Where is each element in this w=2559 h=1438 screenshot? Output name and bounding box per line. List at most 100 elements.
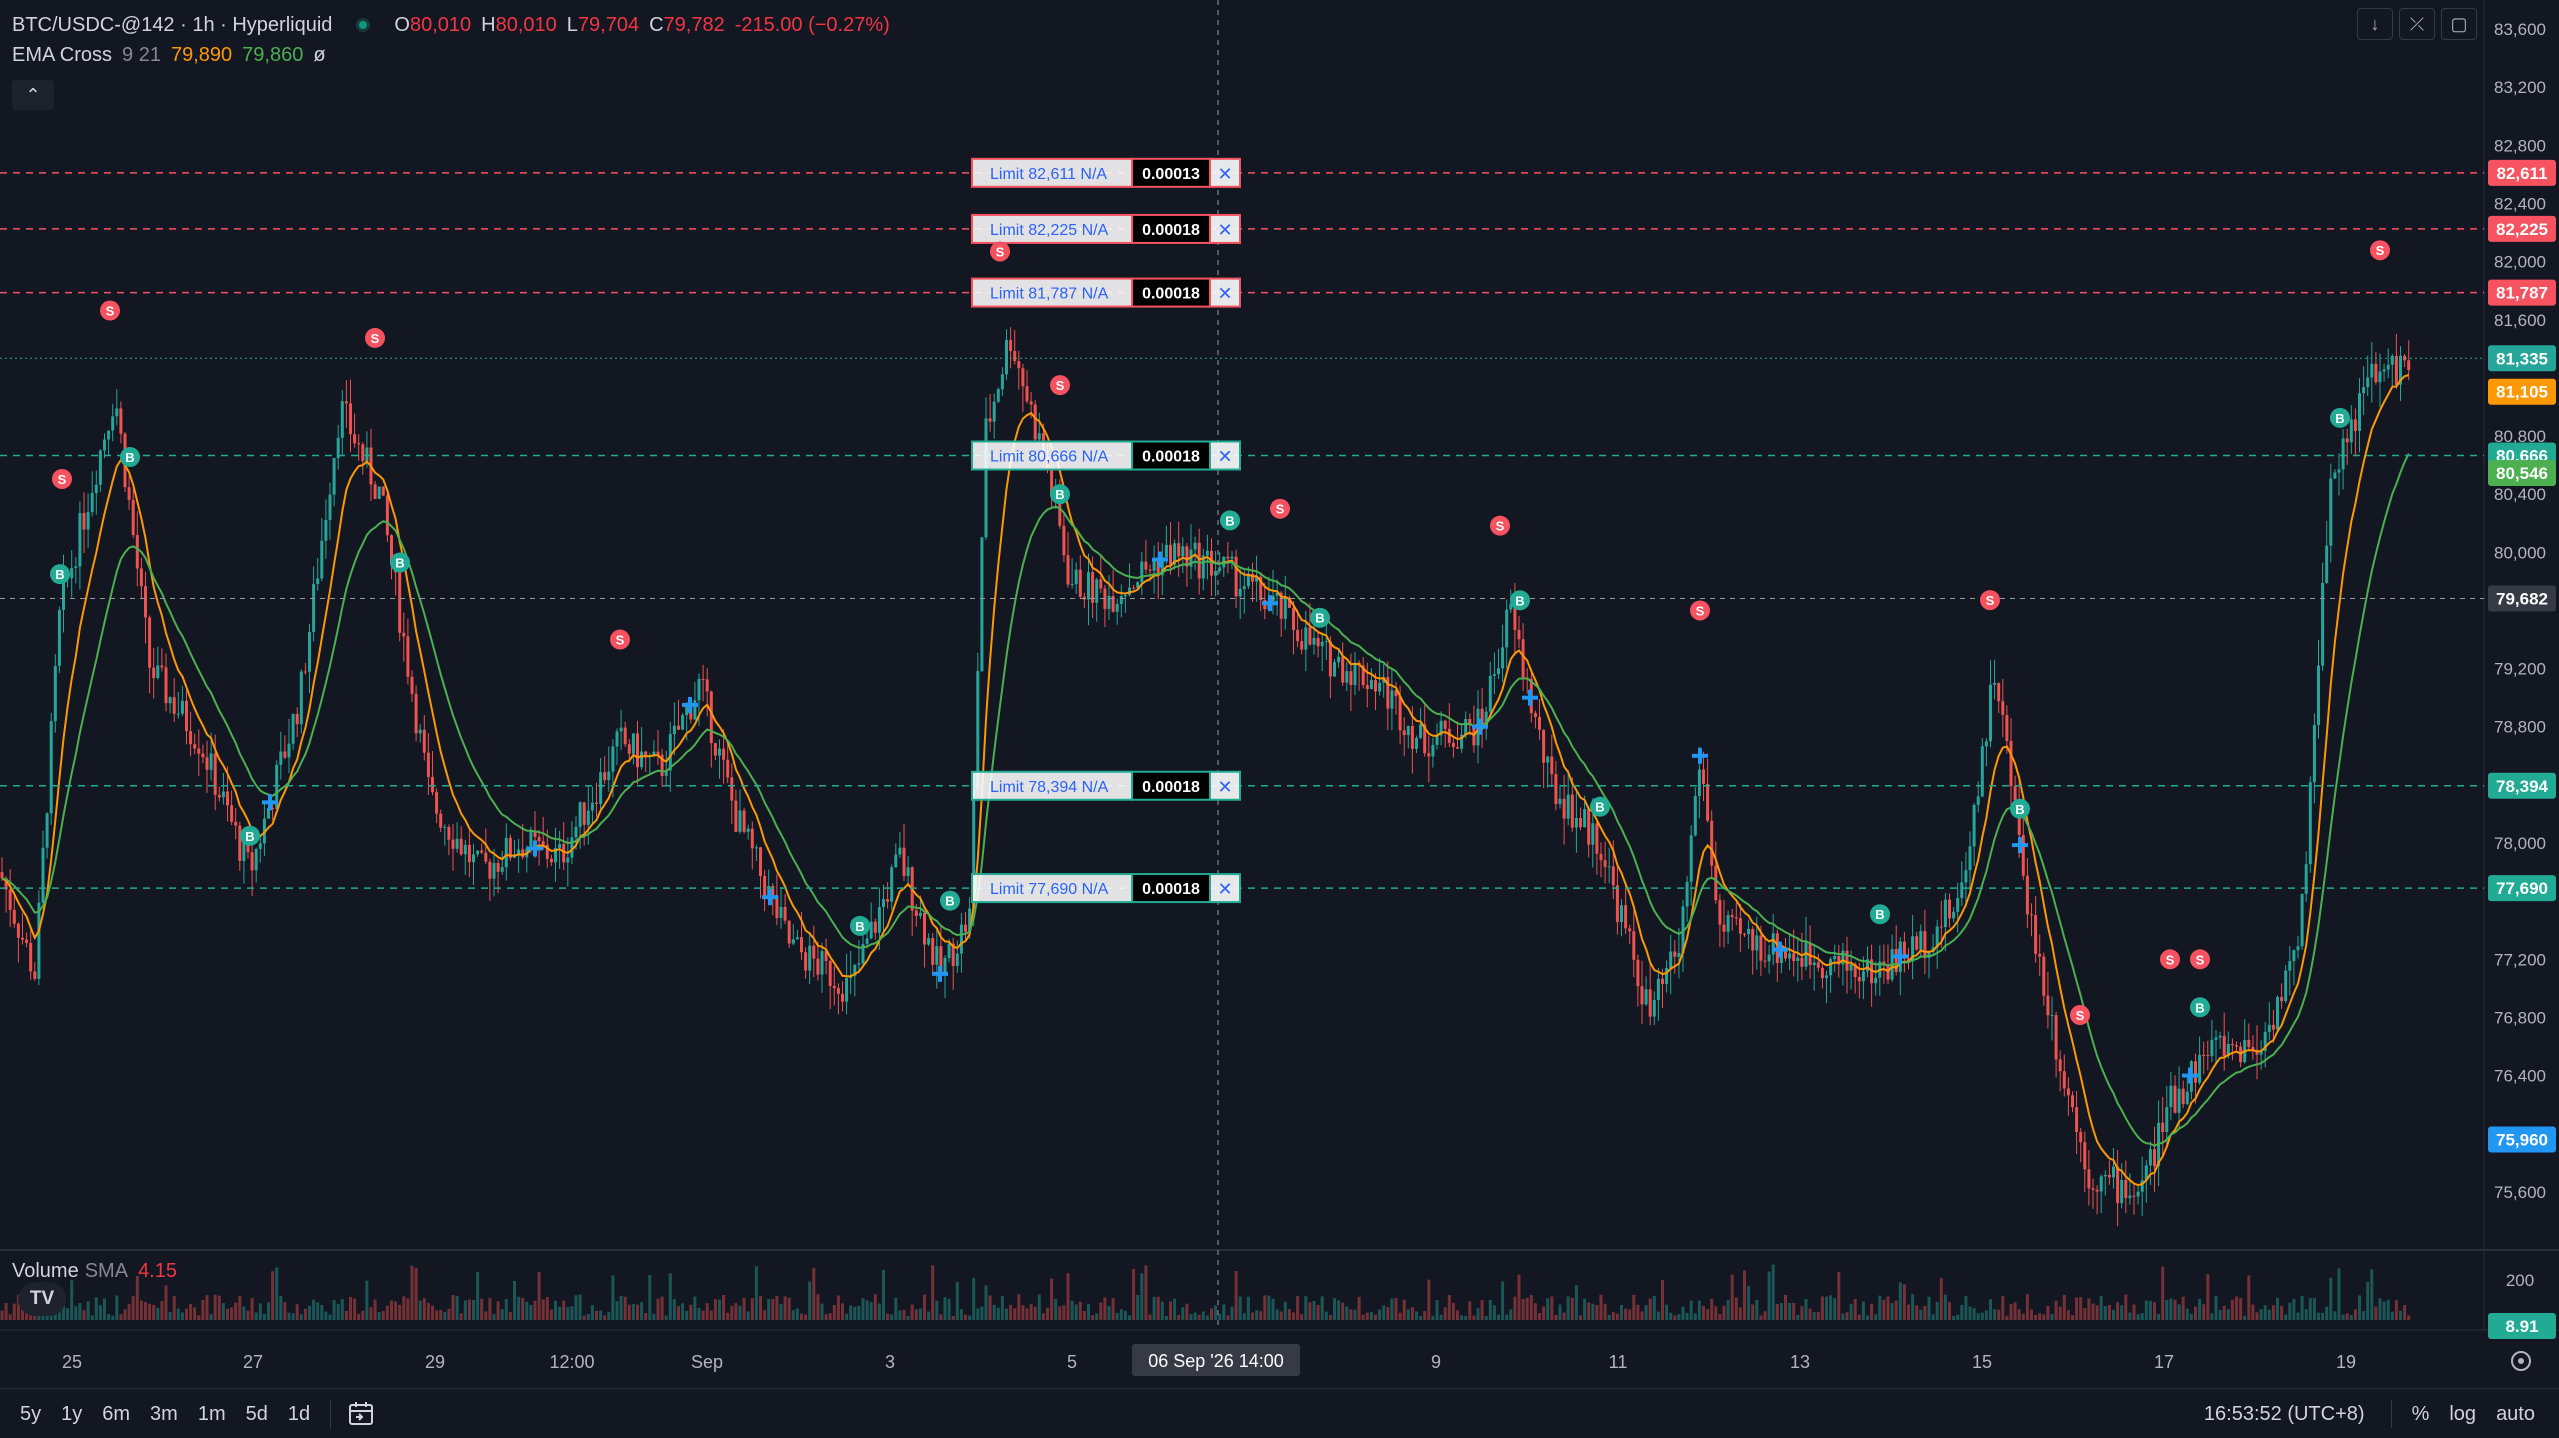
volume-legend[interactable]: Volume SMA 4.15 [12,1260,177,1283]
range-1d-button[interactable]: 1d [287,1402,311,1425]
arrow-down-icon[interactable]: ↓ [2357,8,2393,40]
candle-body [1037,433,1041,440]
sell-marker-4[interactable]: S [610,629,630,650]
auto-scale-toggle[interactable]: auto [2496,1402,2535,1425]
buy-marker-12[interactable]: B [1870,904,1890,925]
order-label-box[interactable] [971,440,1133,471]
sell-marker-13[interactable]: S [2190,949,2210,970]
cancel-order-button[interactable] [1209,440,1241,471]
buy-marker-8[interactable]: B [1220,510,1240,531]
collapse-icon[interactable]: ⤫ [2399,8,2435,40]
timezone-clock[interactable]: 16:53:52 (UTC+8) [2203,1402,2365,1425]
order-label-4[interactable]: Limit 80,666 N/A 0.00018 ✕ [971,440,1241,471]
volume-bar [2218,1309,2222,1320]
candle-body [1591,823,1595,845]
sell-marker-10[interactable]: S [1980,590,2000,611]
candle-body [1181,546,1185,557]
buy-marker-9[interactable]: B [1310,607,1330,628]
percent-scale-toggle[interactable]: % [2411,1402,2430,1425]
go-to-date-icon[interactable] [347,1401,377,1427]
sell-marker-2[interactable]: S [52,468,72,489]
sell-marker-6[interactable]: S [1050,375,1070,396]
order-qty-box[interactable] [1131,873,1211,904]
volume-bar [262,1313,266,1320]
sell-marker-9[interactable]: S [1690,600,1710,621]
tradingview-logo-icon[interactable]: TV [18,1282,66,1316]
indicator-legend-row[interactable]: EMA Cross 9 21 79,890 79,860 ø [12,40,890,70]
volume-bar [209,1314,213,1320]
buy-marker-2[interactable]: B [120,447,140,468]
candle-body [1378,682,1382,692]
order-label-2[interactable]: Limit 82,225 N/A 0.00018 ✕ [971,213,1241,244]
cancel-order-button[interactable] [1209,873,1241,904]
candle-body [599,772,603,804]
candle-body [517,849,521,856]
candle-body [1833,956,1837,960]
buy-marker-4[interactable]: B [390,552,410,573]
maximize-icon[interactable]: ▢ [2441,8,2477,40]
range-3m-button[interactable]: 3m [150,1402,178,1425]
buy-marker-14[interactable]: B [2190,997,2210,1018]
buy-marker-11[interactable]: B [1590,796,1610,817]
order-label-6[interactable]: Limit 77,690 N/A 0.00018 ✕ [971,873,1241,904]
range-5d-button[interactable]: 5d [245,1402,268,1425]
order-label-box[interactable] [971,157,1133,188]
buy-marker-1[interactable]: B [50,564,70,585]
buy-marker-5[interactable]: B [850,915,870,936]
sell-marker-8[interactable]: S [1490,515,1510,536]
order-qty-box[interactable] [1131,213,1211,244]
volume-bar [312,1299,316,1320]
volume-bar [8,1314,12,1320]
sell-marker-7[interactable]: S [1270,498,1290,519]
buy-marker-7[interactable]: B [1050,484,1070,505]
volume-bar [1378,1309,1382,1320]
order-label-box[interactable] [971,277,1133,308]
sell-marker-14[interactable]: S [2370,240,2390,261]
volume-bar [2210,1313,2214,1320]
cancel-order-button[interactable] [1209,157,1241,188]
volume-bar [2075,1297,2079,1320]
range-5y-button[interactable]: 5y [20,1402,42,1425]
candle-body [1193,542,1197,550]
candle-body [451,839,455,849]
volume-bar [148,1303,152,1320]
order-label-box[interactable] [971,873,1133,904]
sell-marker-1[interactable]: S [100,300,120,321]
cancel-order-button[interactable] [1209,277,1241,308]
gear-icon[interactable] [2511,1351,2531,1371]
buy-marker-3[interactable]: B [240,825,260,846]
symbol-title[interactable]: BTC/USDC-@142 · 1h · Hyperliquid [12,13,333,36]
sell-marker-11[interactable]: S [2070,1005,2090,1026]
candle-body [320,540,324,579]
order-qty-box[interactable] [1131,157,1211,188]
order-label-3[interactable]: Limit 81,787 N/A 0.00018 ✕ [971,277,1241,308]
candle-body [947,943,951,958]
buy-marker-10[interactable]: B [1510,590,1530,611]
order-qty-box[interactable] [1131,277,1211,308]
order-label-5[interactable]: Limit 78,394 N/A 0.00018 ✕ [971,770,1241,801]
volume-bar [2333,1311,2337,1320]
price-axis[interactable]: 83,600 83,200 82,800 82,400 82,000 81,600 80,8… [2488,20,2556,1339]
indicator-name[interactable]: EMA Cross [12,43,113,66]
volume-bar [1607,1314,1611,1320]
buy-marker-15[interactable]: B [2330,407,2350,428]
sell-marker-12[interactable]: S [2160,949,2180,970]
cancel-order-button[interactable] [1209,213,1241,244]
range-6m-button[interactable]: 6m [102,1402,131,1425]
sell-marker-5[interactable]: S [990,241,1010,262]
order-label-1[interactable]: Limit 82,611 N/A 0.00013 ✕ [971,157,1241,188]
volume-bar [1915,1305,1919,1320]
volume-bar [1956,1314,1960,1320]
range-1y-button[interactable]: 1y [61,1402,83,1425]
collapse-legend-button[interactable]: ⌃ [12,80,54,110]
buy-marker-6[interactable]: B [940,890,960,911]
buy-marker-13[interactable]: B [2010,798,2030,819]
time-axis[interactable]: 25 27 29 12:00 Sep 3 5 9 11 13 15 17 19 06 Sep '26 14… [62,1344,2356,1376]
log-scale-toggle[interactable]: log [2449,1402,2477,1425]
range-1m-button[interactable]: 1m [197,1402,226,1425]
candle-body [1722,924,1726,932]
cancel-order-button[interactable] [1209,770,1241,801]
sell-marker-3[interactable]: S [365,327,385,348]
